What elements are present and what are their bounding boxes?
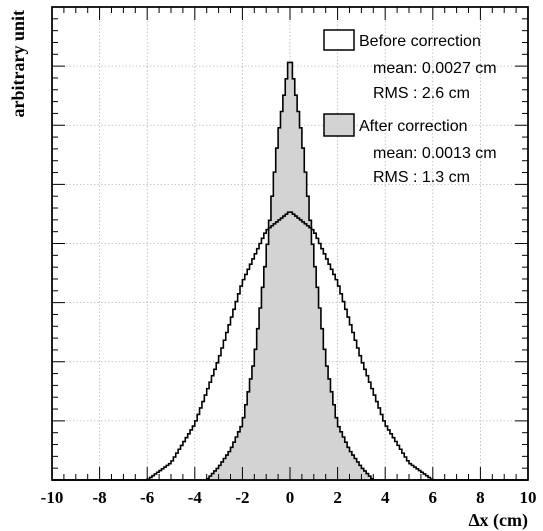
series-before-correction xyxy=(52,211,528,481)
x-tick-label: 0 xyxy=(286,488,295,507)
x-tick-label: -2 xyxy=(235,488,249,507)
legend-swatch-before xyxy=(323,29,355,51)
x-tick-label: 10 xyxy=(520,488,537,507)
legend-label-after: After correction xyxy=(359,118,467,135)
x-axis-title: ∆x (cm) xyxy=(469,510,528,531)
y-axis-title: arbitrary unit xyxy=(8,10,28,118)
legend-mean-after: mean: 0.0013 cm xyxy=(373,145,497,162)
legend-mean-before: mean: 0.0027 cm xyxy=(373,60,497,77)
x-tick-label: 6 xyxy=(429,488,438,507)
x-tick-label: 8 xyxy=(476,488,485,507)
plot-frame-outline xyxy=(51,6,529,481)
x-tick-label: -4 xyxy=(188,488,203,507)
legend-label-before: Before correction xyxy=(359,33,481,50)
x-tick-label: 2 xyxy=(333,488,342,507)
legend-swatch-after xyxy=(323,113,355,137)
legend-rms-after: RMS : 1.3 cm xyxy=(373,169,470,186)
x-tick-label: -8 xyxy=(93,488,107,507)
x-tick-label: 4 xyxy=(381,488,390,507)
x-tick-label: -10 xyxy=(41,488,64,507)
x-tick-label: -6 xyxy=(140,488,154,507)
legend: Before correction mean: 0.0027 cm RMS : … xyxy=(323,29,497,186)
legend-rms-before: RMS : 2.6 cm xyxy=(373,85,470,102)
x-tick-labels: -10 -8 -6 -4 -2 0 2 4 6 8 10 xyxy=(41,488,537,507)
